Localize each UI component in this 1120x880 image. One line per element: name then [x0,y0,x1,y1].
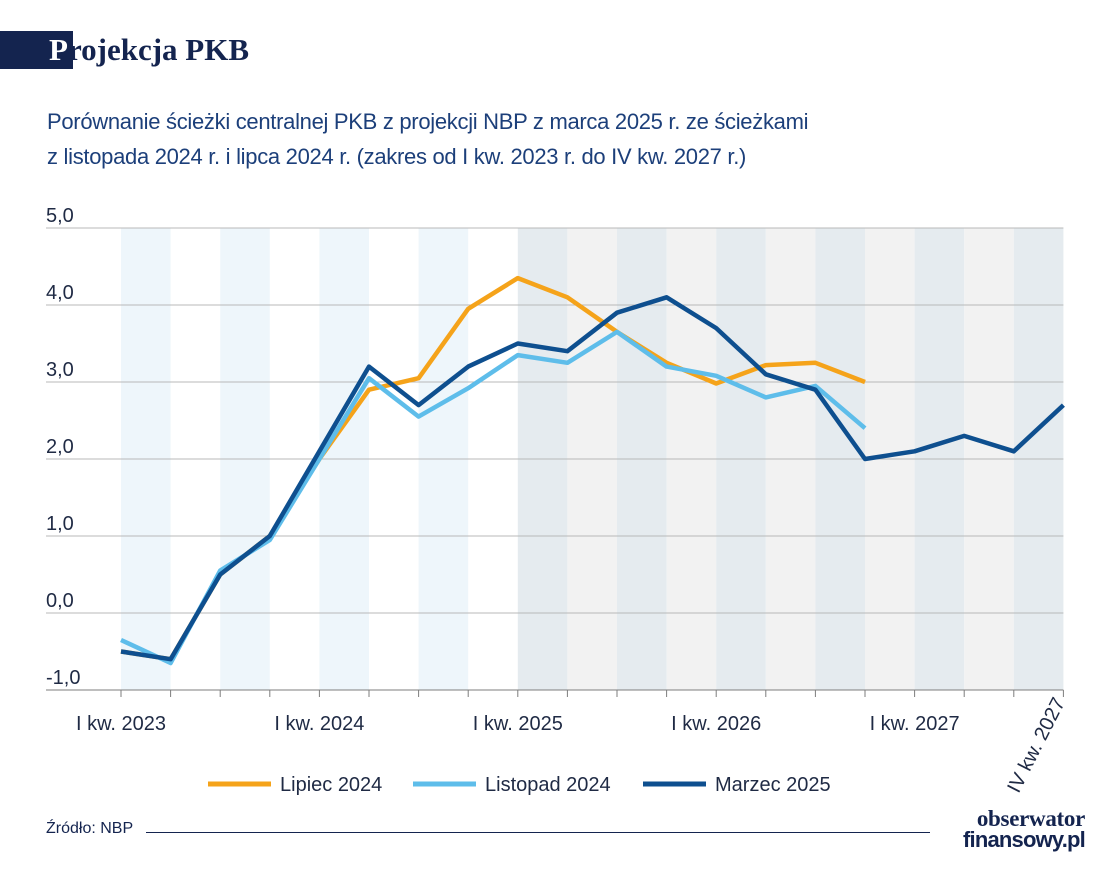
series-line-2 [120,295,1065,662]
x-tick-label: IV kw. 2027 [1003,694,1070,796]
legend-label: Listopad 2024 [485,774,611,796]
x-tick-label: I kw. 2026 [671,713,761,735]
x-tick-label: I kw. 2023 [76,713,166,735]
x-tick-label: I kw. 2024 [274,713,364,735]
legend-label: Lipiec 2024 [280,774,382,796]
y-axis-tick-labels: 5,0 4,0 3,0 2,0 1,0 0,0 -1,0 [46,205,80,689]
x-tick-label: I kw. 2025 [473,713,563,735]
brand-logo: obserwator finansowy.pl [945,806,1086,852]
page-title-initial: P [49,32,68,67]
chart-subtitle-line-2: z listopada 2024 r. i lipca 2024 r. (zak… [47,144,747,169]
chart-subtitle-line-1: Porównanie ścieżki centralnej PKB z proj… [47,109,809,134]
x-tick-label: I kw. 2027 [870,713,960,735]
y-tick-label: 0,0 [46,590,74,612]
footer-divider [146,832,930,833]
legend: Lipiec 2024 Listopad 2024 Marzec 2025 [208,774,831,796]
page-title: Projekcja PKB [49,30,249,70]
y-tick-label: 2,0 [46,436,74,458]
series-lines [120,275,1065,666]
page-title-rest: rojekcja PKB [67,32,250,67]
y-tick-label: -1,0 [46,667,80,689]
y-tick-label: 4,0 [46,282,74,304]
chart-subtitle: Porównanie ścieżki centralnej PKB z proj… [47,104,947,174]
brand-logo-line-2: finansowy.pl [962,827,1086,852]
header-accent-bar [0,31,73,69]
brand-logo-line-1: obserwator [976,806,1085,831]
y-tick-label: 3,0 [46,359,74,381]
source-note: Źródło: NBP [46,820,134,837]
legend-label: Marzec 2025 [715,774,831,796]
y-tick-label: 1,0 [46,513,74,535]
y-tick-label: 5,0 [46,205,74,227]
